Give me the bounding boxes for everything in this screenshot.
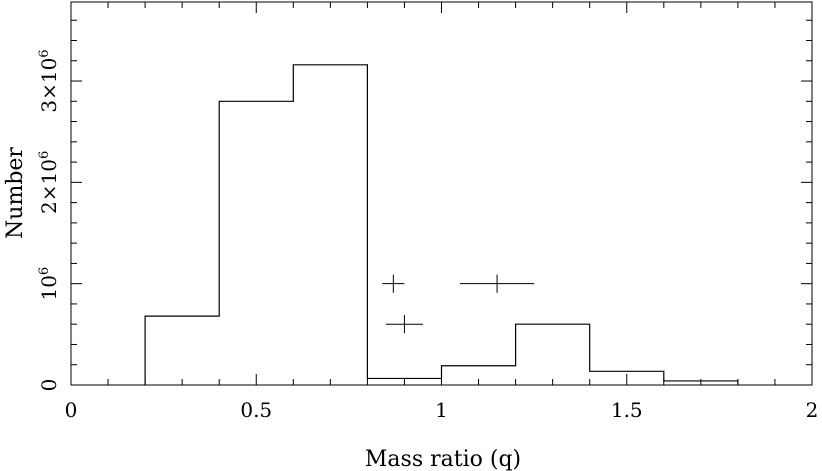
y-tick-label: 2×106 (37, 151, 61, 214)
histogram-bin-3 (293, 65, 367, 385)
y-tick-label: 3×106 (37, 49, 61, 112)
x-tick-label: 1 (435, 398, 448, 422)
y-tick-label: 106 (37, 267, 61, 301)
y-tick-label-exponent: 6 (37, 49, 52, 57)
x-tick-label: 0 (65, 398, 78, 422)
error-point-1 (382, 274, 405, 293)
plot-frame (70, 1, 813, 386)
y-tick-label-base: 0 (37, 379, 61, 392)
x-tick-label: 0.5 (240, 398, 272, 422)
y-tick-label-base: 3×10 (37, 58, 61, 113)
x-tick-label: 2 (806, 398, 819, 422)
y-tick-label-exponent: 6 (37, 151, 52, 159)
x-axis-label: Mass ratio (q) (365, 447, 521, 471)
error-points (382, 274, 535, 334)
error-point-3 (460, 274, 535, 293)
x-tick-label: 1.5 (611, 398, 643, 422)
y-tick-label-base: 10 (37, 275, 61, 300)
histogram-bin-1 (145, 316, 219, 385)
histogram-bin-6 (516, 324, 590, 385)
histogram-outline (144, 64, 739, 385)
error-point-2 (385, 315, 423, 334)
histogram-bins (145, 65, 738, 385)
y-tick-label-base: 2×10 (37, 159, 61, 214)
y-axis-label: Number (3, 147, 28, 239)
y-tick-label: 0 (37, 379, 61, 392)
x-tick-labels: 0 0.5 1 1.5 2 (65, 398, 819, 422)
y-tick-label-exponent: 6 (37, 267, 52, 275)
histogram-bin-2 (219, 101, 293, 385)
axis-ticks (70, 2, 813, 386)
